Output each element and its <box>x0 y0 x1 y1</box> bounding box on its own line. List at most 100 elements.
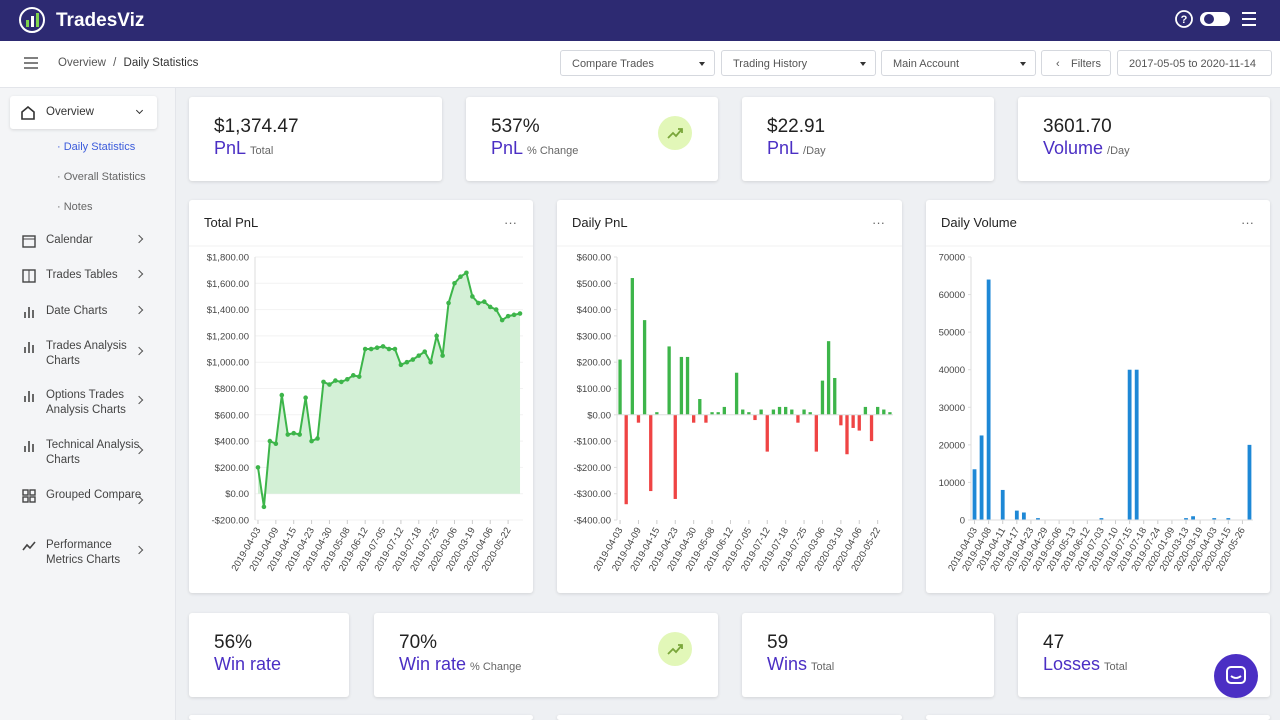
bar <box>1184 518 1188 520</box>
point <box>428 359 433 365</box>
bar <box>1036 518 1040 520</box>
nav-sub-item[interactable]: · Overall Statistics <box>57 171 146 183</box>
stat-value: 70% <box>399 632 438 653</box>
bar <box>1099 518 1104 520</box>
point <box>481 299 487 305</box>
stat-card: 70% Win rate% Change <box>374 613 718 697</box>
bar <box>1021 512 1026 520</box>
point <box>446 300 451 306</box>
chart-card: Daily Volume ··· 0 10000 20000 30000 40000 5000… <box>926 200 1270 593</box>
point <box>345 376 350 382</box>
chat-button[interactable] <box>1214 654 1258 698</box>
y-tick-label: 20000 <box>939 440 965 451</box>
point <box>422 349 428 354</box>
bar <box>814 414 818 452</box>
y-tick-label: $400.00 <box>577 305 611 316</box>
compare-dropdown[interactable]: Compare Trades <box>560 50 715 76</box>
nav-sub-item[interactable]: · Daily Statistics <box>57 141 136 153</box>
y-tick-label: $1,400.00 <box>207 305 249 316</box>
stat-card: 59 Wins Total <box>742 613 994 697</box>
breadcrumb-parent[interactable]: Overview <box>58 57 106 69</box>
bar <box>747 412 751 415</box>
date-range-button[interactable]: 2017-05-05 to 2020-11-14 <box>1117 50 1272 76</box>
card-edge <box>557 715 902 720</box>
nav-label: Overview <box>46 106 94 118</box>
nav-sub-label: Daily Statistics <box>63 141 136 153</box>
stat-label: Volume <box>1043 138 1104 158</box>
point <box>476 300 481 306</box>
bar <box>716 412 720 415</box>
stat-value: 537% <box>491 116 540 137</box>
history-dropdown[interactable]: Trading History <box>721 50 876 76</box>
y-tick-label: $800.00 <box>215 384 249 395</box>
stat-sublabel: Total <box>250 145 274 157</box>
point <box>458 274 463 280</box>
bar <box>1000 489 1005 520</box>
chart: Daily PnL ··· -$400.00 -$300.00 -$200.00 -$10… <box>557 215 902 573</box>
bar <box>876 406 880 415</box>
card-edge <box>189 715 533 720</box>
bar <box>869 414 874 442</box>
svg-text:?: ? <box>1181 14 1188 26</box>
point <box>339 379 344 385</box>
bar <box>790 409 794 415</box>
point <box>273 441 279 447</box>
stat-sublabel: Total <box>811 661 835 673</box>
account-dropdown[interactable]: Main Account <box>881 50 1036 76</box>
point <box>440 353 445 358</box>
nav-overview[interactable]: Overview <box>10 96 157 129</box>
dropdown-text: Compare Trades <box>572 58 654 70</box>
bar <box>673 414 677 499</box>
y-tick-label: 10000 <box>939 478 965 489</box>
chart-title: Daily PnL <box>572 215 628 230</box>
nav-sub-item[interactable]: · Notes <box>57 201 93 213</box>
dropdown-text: Trading History <box>733 58 808 70</box>
nav-label: Date Charts <box>46 305 108 317</box>
bar <box>1014 510 1019 520</box>
filters-button[interactable]: ‹ Filters <box>1041 50 1111 76</box>
bar <box>808 412 812 415</box>
point <box>517 311 523 316</box>
chart-menu[interactable]: ··· <box>504 215 517 230</box>
bar <box>704 414 708 423</box>
bar <box>839 414 843 426</box>
bar <box>845 414 849 455</box>
stat-card: 537% PnL% Change <box>466 97 718 181</box>
sidebar-toggle[interactable] <box>23 56 39 70</box>
y-tick-label: -$200.00 <box>211 516 249 527</box>
bar <box>802 409 806 415</box>
bar <box>826 341 831 415</box>
point <box>315 436 320 441</box>
chart-menu[interactable]: ··· <box>1241 215 1254 230</box>
y-tick-label: $500.00 <box>577 279 611 290</box>
toolbar: Overview / Daily Statistics Compare Trad… <box>0 41 1280 88</box>
bar <box>630 278 634 415</box>
top-bar: TradesViz ? <box>0 0 1280 41</box>
stat-label: PnL <box>214 138 247 158</box>
y-tick-label: 50000 <box>939 328 965 339</box>
bar <box>972 469 977 520</box>
chart: Total PnL ··· -$200.00 $0.00 $200.00 $400.00 $… <box>189 215 533 573</box>
button-text: 2017-05-05 to 2020-11-14 <box>1129 58 1257 70</box>
y-tick-label: $600.00 <box>215 410 249 421</box>
point <box>374 345 380 351</box>
y-tick-label: -$300.00 <box>573 489 611 500</box>
help-icon[interactable] <box>1175 10 1193 28</box>
point <box>255 465 261 470</box>
stat-sublabel: % Change <box>470 661 522 673</box>
point <box>327 382 332 387</box>
chart-menu[interactable]: ··· <box>872 215 885 230</box>
point <box>505 313 511 319</box>
breadcrumb: Overview / Daily Statistics <box>58 57 199 69</box>
theme-toggle[interactable] <box>1200 12 1230 26</box>
stat-card: 3601.70 Volume/Day <box>1018 97 1270 181</box>
nav-icon <box>21 106 35 120</box>
bar <box>667 346 671 415</box>
menu-icon[interactable] <box>1242 12 1256 26</box>
point <box>333 378 338 383</box>
stat-value: 56% <box>214 632 253 653</box>
bar <box>777 406 782 415</box>
bar <box>741 409 745 415</box>
point <box>416 353 422 358</box>
bar <box>1247 444 1252 520</box>
